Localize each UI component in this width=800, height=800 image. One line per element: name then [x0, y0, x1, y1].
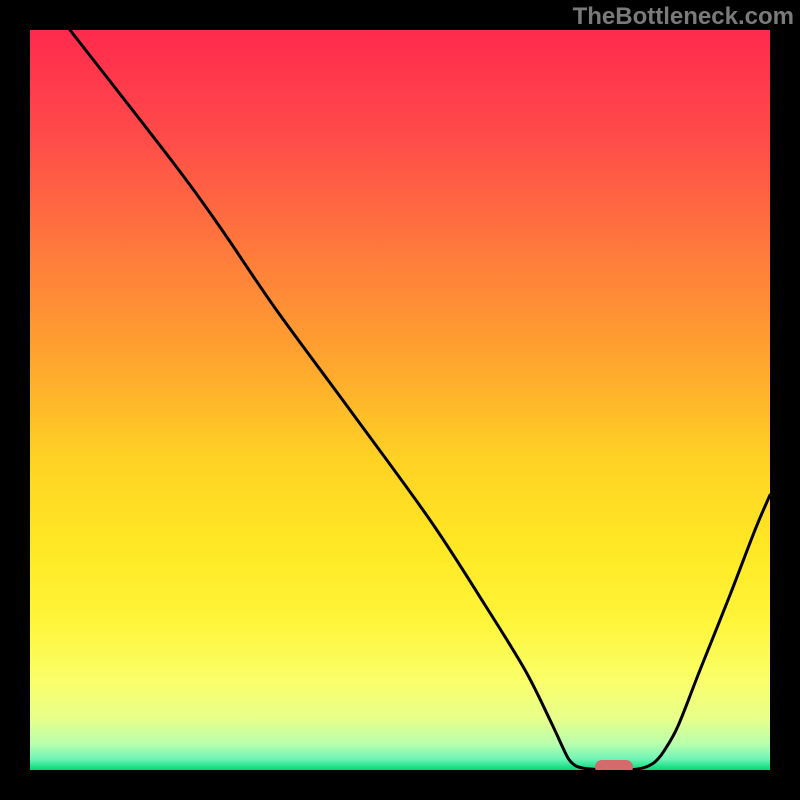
- watermark-text: TheBottleneck.com: [573, 3, 794, 31]
- bottleneck-curve: [30, 30, 770, 770]
- plot-area: [30, 30, 770, 770]
- minimum-marker: [595, 760, 633, 770]
